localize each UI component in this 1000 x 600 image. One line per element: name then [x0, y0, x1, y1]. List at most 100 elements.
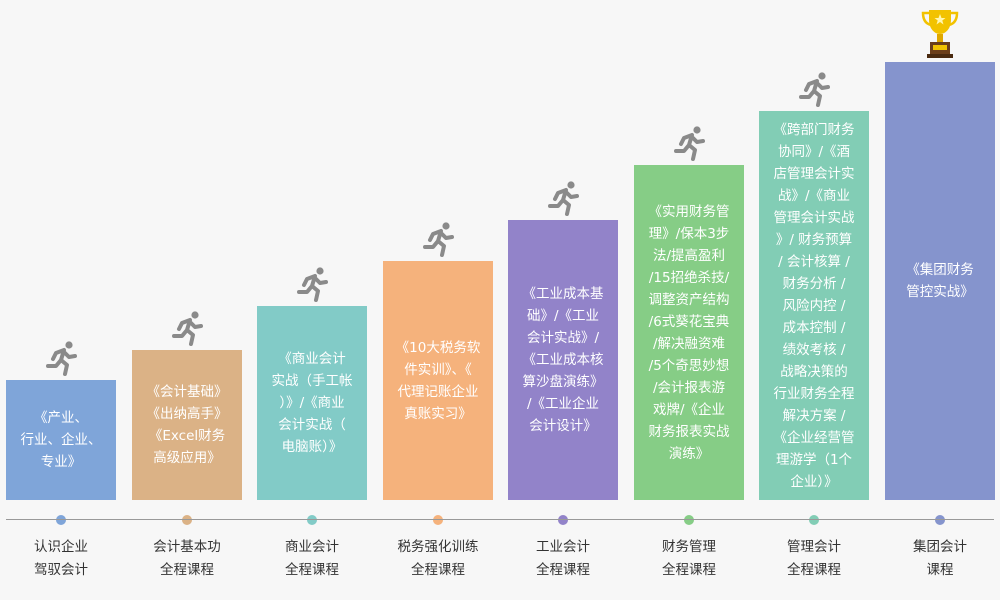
step-label-line: 全程课程 [160, 562, 214, 578]
course-step-5: 《工业成本基 础》/《工业 会计实战》/ 《工业成本核 算沙盘演练》 /《工业企业 会计设计… [508, 220, 618, 500]
course-text-line: 财务分析 / [782, 275, 846, 292]
timeline-dot [182, 515, 192, 525]
course-step-2: 《会计基础》 《出纳高手》 《Excel财务 高级应用》 [132, 350, 242, 500]
course-text-line: 《出纳高手》 [146, 406, 228, 422]
step-label-line: 课程 [926, 562, 954, 578]
step-label-line: 会计基本功 [153, 539, 221, 555]
course-text-line: 行业财务全程 [773, 385, 855, 402]
course-text-line: 戏牌/《企业 [652, 401, 726, 418]
running-person-icon [295, 266, 331, 302]
course-text-line: 真账实习》 [404, 405, 472, 422]
course-text-line: 绩效考核 / [782, 341, 846, 358]
course-text-line: 管理会计实战 [773, 209, 855, 226]
course-text-line: 》/ 财务预算 [775, 231, 853, 248]
course-text-line: 《10大税务软 [395, 339, 481, 356]
course-text-line: ）》/《商业 [279, 395, 345, 411]
step-label-line: 认识企业 [34, 539, 88, 555]
course-text-line: 《实用财务管 [648, 203, 730, 220]
course-text-line: 《产业、 [34, 410, 88, 426]
step-label: 管理会计 全程课程 [749, 536, 879, 582]
step-label: 工业会计 全程课程 [498, 536, 628, 582]
course-step-1: 《产业、行业、企业、 专业》 [6, 380, 116, 500]
course-text-line: 会计实战（ [278, 417, 346, 433]
step-label-line: 工业会计 [536, 539, 590, 555]
step-label-line: 商业会计 [285, 539, 339, 555]
running-person-icon [421, 221, 457, 257]
course-text-line: 成本控制 / [782, 319, 846, 336]
running-person-icon [170, 310, 206, 346]
course-text-line: /5个奇思妙想 [648, 357, 730, 374]
course-text-line: 企业）》 [790, 473, 838, 490]
step-label-line: 全程课程 [285, 562, 339, 578]
course-text-line: 算沙盘演练》 [522, 374, 604, 390]
timeline-dot [809, 515, 819, 525]
course-text-line: 财务报表实战 [648, 423, 730, 440]
course-text-line: 会计设计》 [529, 418, 597, 434]
course-text-line: 《会计基础》 [146, 384, 228, 400]
course-text-line: 管控实战》 [906, 284, 974, 300]
timeline-dot [558, 515, 568, 525]
course-text-line: 代理记账企业 [397, 383, 479, 400]
course-text-line: / 会计核算 / [778, 253, 850, 270]
course-text-line: 理游学（1个 [775, 451, 853, 468]
course-text-line: 演练》 [668, 445, 710, 462]
course-text-line: 专业》 [40, 454, 82, 470]
course-step-6: 《实用财务管 理》/保本3步 法/提高盈利/15招绝杀技/调整资产结构/6式葵花宝典… [634, 165, 744, 500]
course-text-line: 实战（手工帐 [271, 373, 353, 389]
course-text-line: 行业、企业、 [20, 432, 102, 448]
step-label: 集团会计 课程 [875, 536, 1000, 582]
course-text-line: 理》/保本3步 [648, 225, 730, 242]
course-text-line: 法/提高盈利 [652, 247, 726, 264]
running-person-icon [797, 71, 833, 107]
course-step-4: 《10大税务软 件实训》、《 代理记账企业 真账实习》 [383, 261, 493, 500]
course-text-line: 电脑账）》 [281, 439, 343, 455]
step-label-line: 全程课程 [411, 562, 465, 578]
step-label-line: 集团会计 [913, 539, 967, 555]
course-text-line: 高级应用》 [153, 450, 221, 466]
course-text-line: 调整资产结构 [648, 291, 730, 308]
course-text-line: 《企业经营管 [773, 429, 855, 446]
timeline-dot [307, 515, 317, 525]
course-step-3: 《商业会计实战（手工帐 ）》/《商业 会计实战（ 电脑账）》 [257, 306, 367, 500]
step-label-line: 全程课程 [536, 562, 590, 578]
timeline-axis [6, 519, 994, 520]
timeline-dot [433, 515, 443, 525]
timeline-dot [56, 515, 66, 525]
course-text-line: 《跨部门财务 [773, 121, 855, 138]
step-label: 商业会计 全程课程 [247, 536, 377, 582]
step-label-line: 全程课程 [662, 562, 716, 578]
course-text-line: 《商业会计 [278, 351, 346, 367]
course-text-line: /6式葵花宝典 [648, 313, 730, 330]
step-label: 认识企业 驾驭会计 [0, 536, 126, 582]
course-text-line: 战略决策的 [780, 363, 848, 380]
course-text-line: /解决融资难 [652, 335, 726, 352]
course-text-line: /《工业企业 [526, 396, 600, 412]
course-text-line: 《工业成本基 [522, 286, 604, 302]
step-label: 财务管理 全程课程 [624, 536, 754, 582]
course-text-line: 础》/《工业 [526, 308, 600, 324]
course-text-line: 件实训》、《 [404, 361, 472, 378]
course-step-7: 《跨部门财务 协同》/《酒 店管理会计实 战》/《商业 管理会计实战 》/ 财务预算 / 会… [759, 111, 869, 500]
course-text-line: 《Excel财务 [148, 428, 226, 444]
running-person-icon [546, 180, 582, 216]
step-label-line: 全程课程 [787, 562, 841, 578]
running-person-icon [44, 340, 80, 376]
step-label-line: 驾驭会计 [34, 562, 88, 578]
running-person-icon [672, 125, 708, 161]
course-text-line: 战》/《商业 [777, 187, 851, 204]
course-text-line: 会计实战》/ [526, 330, 600, 346]
step-label-line: 财务管理 [662, 539, 716, 555]
step-label: 税务强化训练 全程课程 [373, 536, 503, 582]
course-text-line: 解决方案 / [782, 407, 846, 424]
step-label-line: 管理会计 [787, 539, 841, 555]
course-text-line: 店管理会计实 [773, 165, 855, 182]
course-step-8: 《集团财务 管控实战》 [885, 62, 995, 500]
course-text-line: /会计报表游 [652, 379, 726, 396]
timeline-dot [935, 515, 945, 525]
step-label: 会计基本功 全程课程 [122, 536, 252, 582]
step-label-line: 税务强化训练 [397, 539, 479, 555]
trophy-icon [921, 10, 959, 58]
course-text-line: 《工业成本核 [522, 352, 604, 368]
course-text-line: 风险内控 / [782, 297, 846, 314]
course-text-line: /15招绝杀技/ [648, 269, 730, 286]
